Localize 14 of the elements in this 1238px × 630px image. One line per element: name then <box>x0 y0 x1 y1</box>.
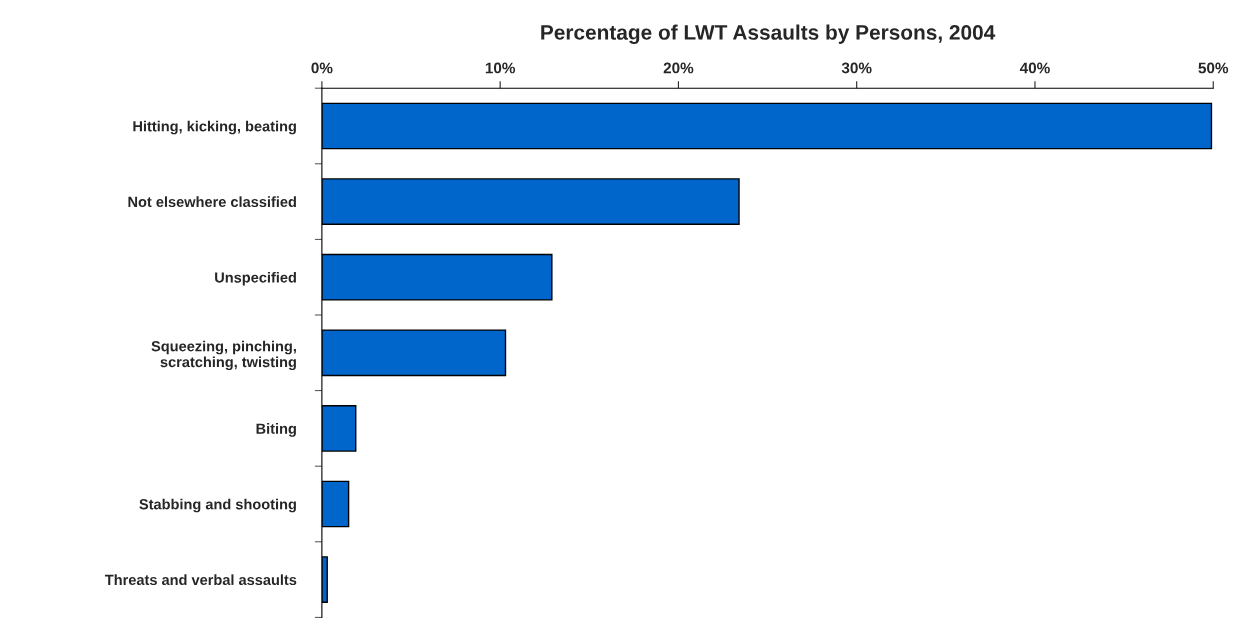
y-tick-label: Threats and verbal assaults <box>104 574 297 586</box>
chart-title: Percentage of LWT Assaults by Persons, 2004 <box>541 24 996 44</box>
y-tick-label: Biting <box>256 423 296 437</box>
y-tick-label: Not elsewhere classified <box>128 196 296 208</box>
y-tick-label: Unspecified <box>215 271 296 286</box>
x-tick-label: 30% <box>841 62 872 74</box>
x-tick-label: 20% <box>663 62 694 74</box>
y-tick-label: Hitting, kicking, beating <box>133 120 296 135</box>
x-tick-label: 40% <box>1019 62 1050 74</box>
x-tick-label: 50% <box>1198 62 1229 74</box>
y-tick-label: Stabbing and shooting <box>139 498 296 513</box>
x-tick-label: 0% <box>311 62 333 74</box>
y-tick-label: Squeezing, pinching, scratching, twisting <box>151 340 296 371</box>
x-tick-label: 10% <box>485 62 516 74</box>
